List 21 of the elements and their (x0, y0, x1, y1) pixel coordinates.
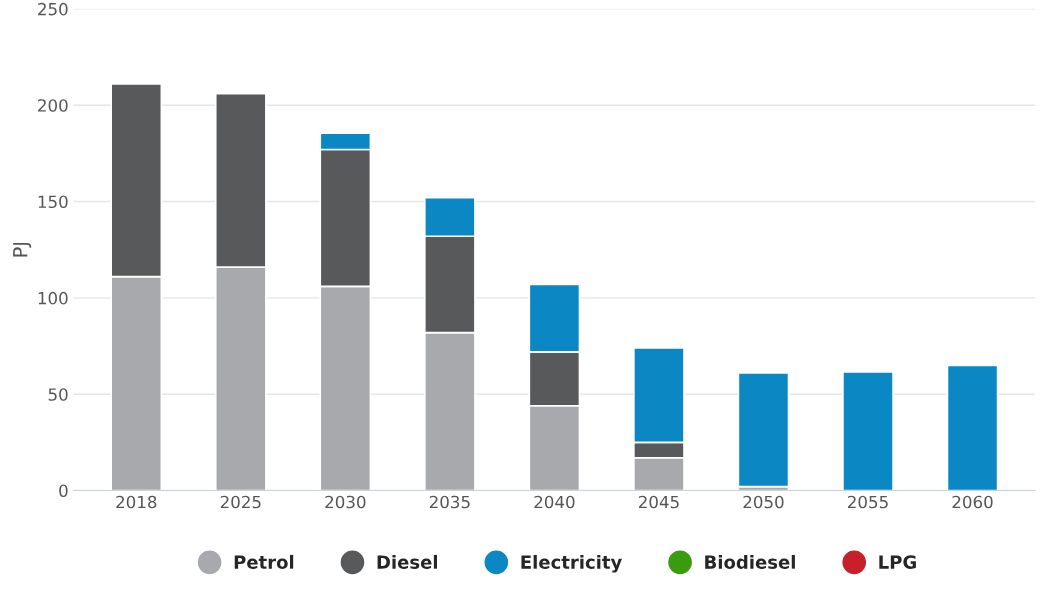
legend-label: Petrol (234, 554, 294, 569)
y-tick-label: 100 (38, 291, 68, 305)
x-tick-label: 2050 (743, 495, 784, 509)
x-tick-label: 2045 (638, 495, 679, 509)
x-tick-label: 2030 (325, 495, 366, 509)
y-tick-label: 250 (38, 2, 68, 16)
y-axis-title: PJ (13, 242, 32, 257)
x-tick-label: 2035 (429, 495, 470, 509)
legend-label: Biodiesel (705, 554, 795, 569)
x-tick-label: 2025 (220, 495, 261, 509)
y-tick-label: 0 (59, 484, 68, 498)
x-tick-label: 2040 (534, 495, 575, 509)
x-tick-label: 2018 (116, 495, 157, 509)
y-tick-label: 150 (38, 195, 68, 209)
legend-label: Diesel (377, 554, 438, 569)
legend-label: LPG (879, 555, 916, 569)
x-tick-label: 2060 (952, 495, 993, 509)
x-tick-label: 2055 (848, 495, 888, 509)
y-tick-label: 50 (48, 388, 68, 401)
y-tick-label: 200 (38, 99, 68, 112)
legend-label: Electricity (521, 554, 622, 573)
